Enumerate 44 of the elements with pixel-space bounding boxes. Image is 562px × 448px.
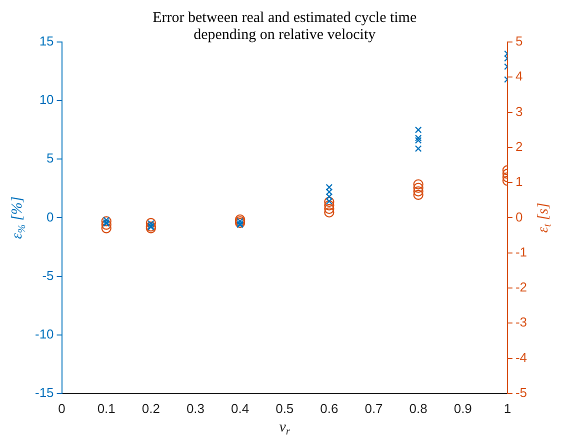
y2-tick-label: -4 — [515, 350, 528, 365]
point — [102, 216, 110, 224]
y2-tick-label: 1 — [515, 174, 523, 190]
x-tick-label: 0.6 — [320, 400, 338, 416]
point — [324, 207, 334, 218]
y2-tick-label: -2 — [515, 280, 528, 295]
point — [413, 182, 424, 193]
x-tick-label: 0.2 — [142, 400, 160, 416]
x-tick-label: 0.4 — [231, 400, 250, 416]
y-tick-label: -5 — [42, 268, 54, 283]
x-tick-label: 1 — [504, 400, 512, 416]
point — [101, 223, 112, 234]
y-tick-label: 15 — [39, 34, 54, 49]
y2-axis-title: εt [s] — [535, 202, 554, 233]
y2-tick-label: 4 — [515, 68, 523, 84]
y-tick-label: -10 — [34, 326, 54, 342]
x-tick-label: 0.1 — [97, 400, 116, 416]
point — [413, 186, 424, 196]
x-tick-label: 0.9 — [454, 400, 472, 416]
y2-tick-label: -3 — [515, 314, 528, 330]
y-tick-label: 5 — [46, 150, 54, 166]
y-axis-title: ε% [%] — [10, 196, 28, 239]
point — [101, 216, 112, 226]
x-tick-label: 0.3 — [186, 400, 205, 416]
point — [101, 220, 112, 230]
point — [146, 218, 156, 228]
point — [324, 204, 334, 214]
y-tick-label: -15 — [34, 384, 54, 400]
y2-tick-label: 5 — [515, 34, 523, 49]
y2-tick-label: 2 — [515, 139, 523, 154]
y2-tick-label: -1 — [515, 244, 528, 260]
x-tick-label: 0.5 — [276, 400, 294, 416]
point — [413, 179, 424, 190]
y2-tick-label: 0 — [515, 209, 523, 224]
x-tick-label: 0.7 — [364, 400, 383, 416]
point — [324, 200, 334, 210]
x-tick-label: 0 — [58, 400, 66, 416]
y-tick-label: 0 — [46, 209, 54, 224]
y-tick-label: 10 — [39, 92, 54, 108]
y2-tick-label: 3 — [515, 104, 523, 119]
x-tick-label: 0.8 — [409, 400, 428, 416]
point — [413, 190, 424, 200]
chart-title: Error between real and estimated cycle time depending on relative velocity — [152, 10, 417, 43]
y2-tick-label: -5 — [515, 384, 528, 400]
